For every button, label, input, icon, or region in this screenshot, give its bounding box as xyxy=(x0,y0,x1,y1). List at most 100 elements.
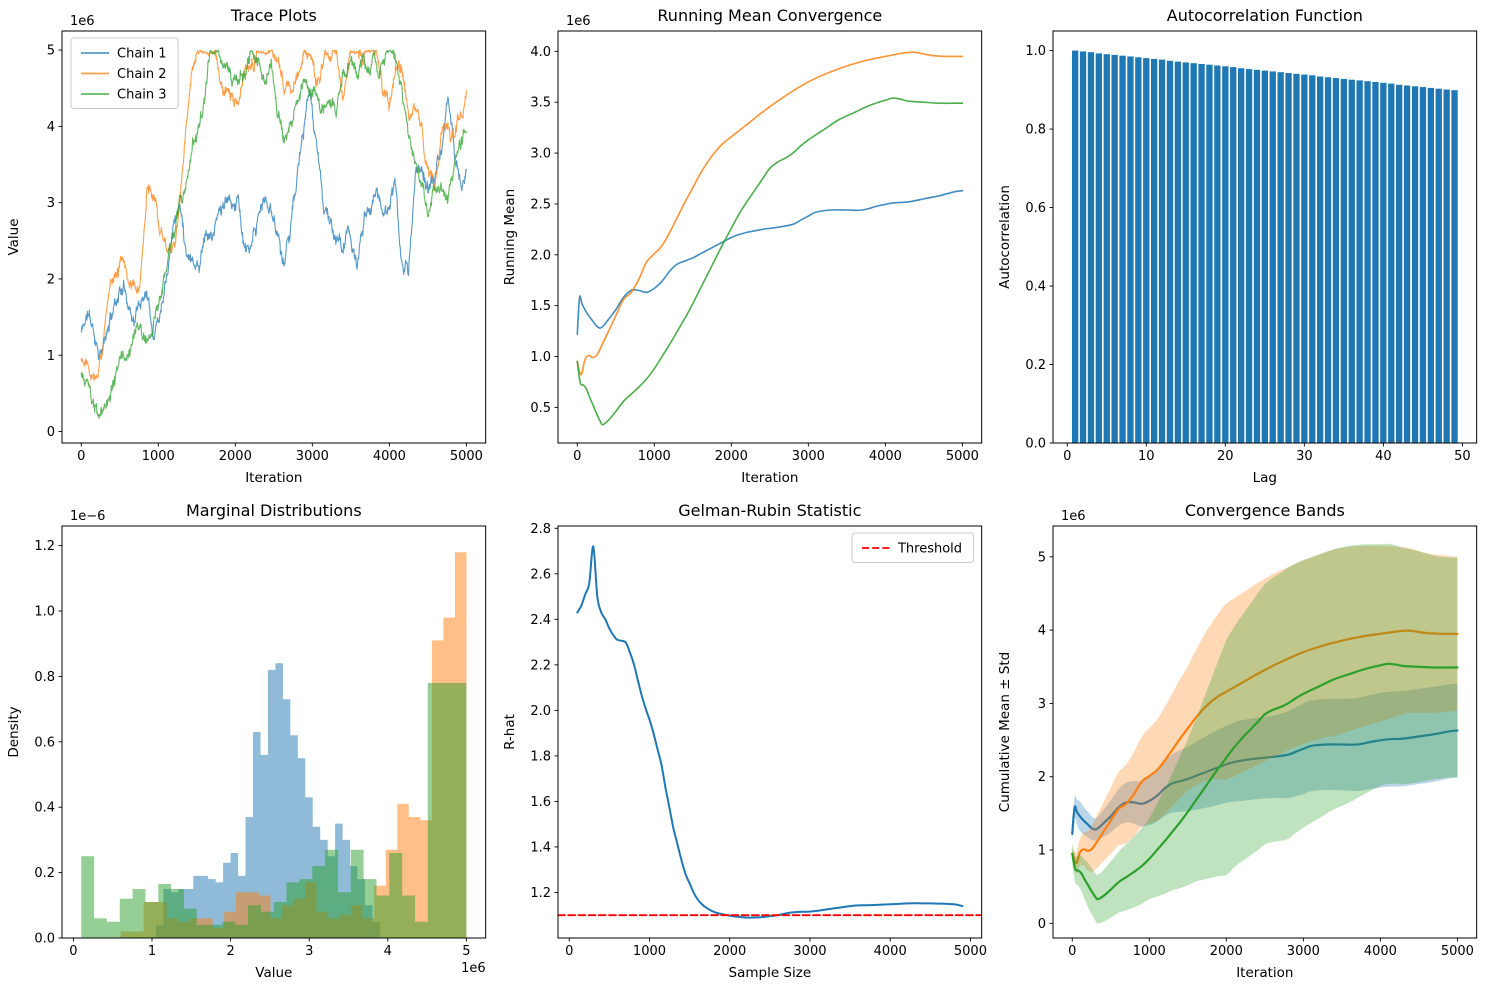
subplot-title: Convergence Bands xyxy=(1185,501,1345,520)
y-axis-label: R-hat xyxy=(502,714,518,750)
acf-bar-lag-36 xyxy=(1348,79,1356,443)
acf-bar-lag-32 xyxy=(1317,76,1324,443)
x-tick-label: 2000 xyxy=(714,449,747,464)
trace-line-chain-3 xyxy=(80,49,467,419)
acf-bar-lag-8 xyxy=(1127,56,1134,443)
x-tick-label: 4000 xyxy=(873,944,906,959)
legend: Chain 1 Chain 2 Chain 3 xyxy=(70,37,179,109)
x-tick-label: 30 xyxy=(1296,449,1313,464)
acf-bar-lag-7 xyxy=(1119,55,1127,443)
axes-frame xyxy=(1052,525,1478,939)
y-tick-label: 4.0 xyxy=(530,45,551,60)
x-tick-label: 4000 xyxy=(1364,944,1397,959)
y-tick-label: 0.4 xyxy=(34,801,55,816)
x-tick-label: 1000 xyxy=(633,944,666,959)
x-tick-label: 1000 xyxy=(142,449,175,464)
y-tick-label: 0 xyxy=(47,425,55,440)
line-chain-1 xyxy=(576,189,963,335)
x-axis-label: Value xyxy=(255,965,292,981)
x-tick-label: 0 xyxy=(565,944,573,959)
y-axis-label: Density xyxy=(6,706,22,757)
acf-bar-lag-26 xyxy=(1269,71,1277,443)
acf-bar-lag-13 xyxy=(1167,60,1174,443)
y-tick-label: 0.5 xyxy=(530,401,551,416)
acf-bar-lag-2 xyxy=(1080,51,1087,443)
y-tick-label: 0.8 xyxy=(34,670,55,685)
acf-bar-lag-14 xyxy=(1175,61,1182,443)
x-tick-label: 3000 xyxy=(791,449,824,464)
std-band-chain-1 xyxy=(1072,683,1458,843)
subplot-running-mean: 0 1000 2000 3000 4000 5000 0.5 1.0 1.5 2.0 2.5 3.0 3… xyxy=(502,6,982,486)
x-tick-label: 5000 xyxy=(954,944,987,959)
y-tick-label: 1.6 xyxy=(530,795,551,810)
x-tick-label: 1000 xyxy=(637,449,670,464)
y-tick-label: 0.8 xyxy=(1026,123,1047,138)
legend-label: Chain 3 xyxy=(117,88,167,103)
subplot-marginal-distributions: 0 1 2 3 4 5 0.0 0.2 0.4 0.6 0.8 1.0 1.2 Marginal Dist… xyxy=(6,501,487,981)
y-tick-label: 0.6 xyxy=(34,735,55,750)
y-tick-label: 1 xyxy=(1038,844,1046,859)
x-tick-label: 4000 xyxy=(373,449,406,464)
acf-bar-lag-48 xyxy=(1443,89,1451,443)
x-tick-label: 0 xyxy=(573,449,581,464)
x-tick-label: 1 xyxy=(148,944,156,959)
axes-frame xyxy=(61,30,487,444)
x-axis-label: Iteration xyxy=(741,470,798,486)
plot-area-marginal-distributions xyxy=(81,552,467,938)
acf-bar-lag-18 xyxy=(1206,64,1213,443)
plot-area-autocorrelation xyxy=(1072,50,1459,443)
y-axis-label: Running Mean xyxy=(502,189,518,285)
acf-bar-lag-17 xyxy=(1198,64,1206,443)
y-tick-label: 0.0 xyxy=(1026,437,1047,452)
y-tick-label: 4 xyxy=(47,120,55,135)
acf-bar-lag-46 xyxy=(1428,87,1435,443)
y-tick-label: 5 xyxy=(47,44,55,59)
subplot-convergence-bands: 0 1000 2000 3000 4000 5000 0 1 2 3 4 5 Convergence B… xyxy=(997,501,1478,981)
acf-bar-lag-28 xyxy=(1285,73,1293,443)
axis-offset-text: 1e6 xyxy=(566,14,591,29)
axes-frame xyxy=(61,525,487,939)
x-tick-label: 0 xyxy=(69,944,77,959)
x-axis-label: Iteration xyxy=(1237,965,1294,981)
acf-bar-lag-38 xyxy=(1364,81,1372,443)
y-tick-label: 0 xyxy=(1038,917,1046,932)
plot-area-convergence-bands xyxy=(1071,543,1459,924)
y-tick-label: 2.0 xyxy=(530,248,551,263)
acf-bar-lag-20 xyxy=(1222,66,1229,443)
y-tick-label: 3.0 xyxy=(530,147,551,162)
axis-offset-text: 1e−6 xyxy=(70,509,105,524)
acf-bar-lag-3 xyxy=(1088,52,1095,443)
y-tick-label: 0.0 xyxy=(34,932,55,947)
acf-bar-lag-33 xyxy=(1325,77,1332,443)
y-tick-label: 1 xyxy=(47,349,55,364)
x-tick-label: 0 xyxy=(1063,449,1071,464)
y-tick-label: 0.4 xyxy=(1026,280,1047,295)
axes-frame xyxy=(1052,30,1478,444)
acf-bar-lag-6 xyxy=(1111,54,1119,443)
x-tick-label: 4000 xyxy=(868,449,901,464)
plot-area-running-mean xyxy=(576,51,963,426)
subplot-autocorrelation: 0 10 20 30 40 50 0.0 0.2 0.4 0.6 0.8 1.0 Autocorrela… xyxy=(997,6,1478,486)
line-chain-3 xyxy=(576,97,963,426)
acf-bar-lag-43 xyxy=(1404,85,1411,443)
acf-bar-lag-41 xyxy=(1388,83,1395,443)
x-axis-label: Sample Size xyxy=(728,965,811,981)
y-axis-label: Cumulative Mean ± Std xyxy=(997,652,1013,812)
acf-bar-lag-27 xyxy=(1277,72,1285,443)
x-tick-label: 2000 xyxy=(219,449,252,464)
std-band-chain-2 xyxy=(1072,545,1458,874)
y-tick-label: 1.4 xyxy=(530,840,551,855)
acf-bar-lag-12 xyxy=(1159,59,1166,443)
y-axis-label: Autocorrelation xyxy=(997,185,1013,289)
y-tick-label: 2.6 xyxy=(530,567,551,582)
subplot-title: Gelman-Rubin Statistic xyxy=(678,501,861,520)
acf-bar-lag-29 xyxy=(1293,73,1300,443)
acf-bar-lag-1 xyxy=(1072,50,1079,443)
y-tick-label: 1.0 xyxy=(34,605,55,620)
y-tick-label: 0.2 xyxy=(34,866,55,881)
acf-bar-lag-25 xyxy=(1262,70,1269,443)
y-tick-label: 0.6 xyxy=(1026,201,1047,216)
x-tick-label: 40 xyxy=(1375,449,1392,464)
subplot-title: Marginal Distributions xyxy=(186,501,362,520)
